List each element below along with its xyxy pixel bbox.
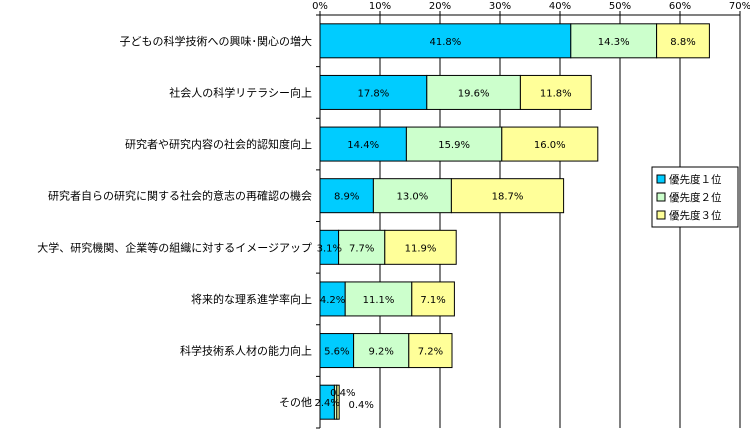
data-label: 19.6%: [458, 88, 490, 99]
x-tick-label: 20%: [429, 1, 451, 12]
bar-segment: [411, 281, 455, 317]
bar-segment: [426, 74, 521, 110]
legend-entry: 優先度３位: [669, 209, 722, 222]
category-labels: 子どもの科学技術への興味･関心の増大社会人の科学リテラシー向上研究者や研究内容の…: [37, 34, 312, 409]
data-label: 8.8%: [670, 37, 695, 48]
category-label: 研究者や研究内容の社会的認知度向上: [125, 137, 312, 151]
bar-segment: [353, 333, 410, 369]
bar-segment: [338, 229, 386, 265]
data-label: 14.3%: [598, 37, 630, 48]
data-labels: 41.8% 14.3% 8.8% 17.8% 19.6% 11.8% 14.4% 15.9% 1…: [314, 37, 695, 411]
data-label: 0.4%: [348, 400, 373, 411]
category-label: 科学技術系人材の能力向上: [180, 344, 312, 358]
bar-segment: [501, 126, 599, 162]
x-tick-label: 70%: [729, 1, 750, 12]
legend-swatch: [656, 192, 666, 202]
legend-entry: 優先度１位: [669, 173, 722, 186]
data-label: 8.9%: [334, 192, 359, 203]
category-label: 子どもの科学技術への興味･関心の増大: [120, 34, 313, 48]
legend-box: [651, 166, 739, 228]
x-tick-label: 10%: [369, 1, 391, 12]
axes: [316, 14, 740, 429]
data-label: 13.0%: [397, 192, 429, 203]
x-axis-ticks: 0% 10% 20% 30% 40% 50% 60% 70%: [312, 1, 750, 15]
data-label: 9.2%: [368, 347, 393, 358]
legend-swatch: [656, 174, 666, 184]
bar-segment: [319, 126, 407, 162]
bar-segment: [656, 23, 710, 59]
bars: [319, 23, 710, 420]
category-label: 大学、研究機関、企業等の組織に対するイメージアップ: [37, 240, 312, 254]
bar-segment: [384, 229, 457, 265]
data-label: 41.8%: [430, 37, 462, 48]
bar-segment: [336, 384, 340, 420]
bar-segment: [372, 178, 452, 214]
category-label: 研究者自らの研究に関する社会的意志の再確認の機会: [48, 189, 312, 203]
data-label: 7.2%: [418, 347, 443, 358]
data-label: 7.1%: [420, 295, 445, 306]
data-label: 11.9%: [405, 243, 437, 254]
bar-segment: [519, 74, 592, 110]
bar-segment: [344, 281, 413, 317]
category-label: 将来的な理系進学率向上: [191, 292, 312, 306]
data-label: 3.1%: [317, 243, 342, 254]
bar-segment: [319, 74, 428, 110]
x-tick-label: 50%: [609, 1, 631, 12]
data-label: 5.6%: [324, 347, 349, 358]
data-label: 11.1%: [363, 295, 395, 306]
category-label: その他: [279, 396, 312, 409]
category-label: 社会人の科学リテラシー向上: [169, 85, 312, 99]
data-label: 11.8%: [540, 88, 572, 99]
bar-segment: [319, 281, 346, 317]
data-label: 18.7%: [492, 192, 524, 203]
data-label: 16.0%: [534, 140, 566, 151]
data-label: 7.7%: [349, 243, 374, 254]
data-label: 15.9%: [438, 140, 470, 151]
bar-segment: [405, 126, 503, 162]
data-label: 4.2%: [320, 295, 345, 306]
legend-swatch: [656, 210, 666, 220]
data-label: 0.4%: [330, 388, 355, 399]
bar-segment: [450, 178, 565, 214]
x-tick-label: 60%: [669, 1, 691, 12]
data-label: 17.8%: [358, 88, 390, 99]
data-label: 2.4%: [314, 398, 339, 409]
x-tick-label: 40%: [549, 1, 571, 12]
x-tick-label: 0%: [312, 1, 328, 12]
bar-segment: [408, 333, 453, 369]
data-label: 14.4%: [347, 140, 379, 151]
x-tick-label: 30%: [489, 1, 511, 12]
legend-entry: 優先度２位: [669, 191, 722, 204]
